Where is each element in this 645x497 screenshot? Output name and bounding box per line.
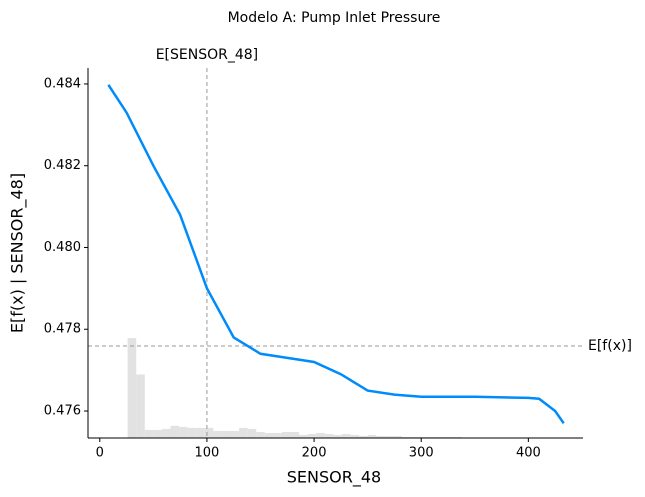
histogram-bar (444, 436, 454, 438)
histogram-bar (427, 436, 437, 438)
x-axis-label: SENSOR_48 (287, 468, 381, 488)
chart-title: Modelo A: Pump Inlet Pressure (228, 10, 441, 26)
reference-label: E[SENSOR_48] (156, 47, 258, 63)
histogram-bar (239, 427, 248, 438)
histogram-bar (359, 435, 368, 438)
histogram-bar (179, 426, 188, 438)
reference-label: E[f(x)] (588, 338, 632, 354)
histogram-bar (410, 436, 420, 438)
histogram-bar (384, 435, 394, 438)
histogram-bar (204, 427, 214, 438)
histogram-bar (230, 430, 240, 438)
y-tick-label: 0.482 (44, 158, 81, 173)
histogram-bar (247, 428, 257, 438)
histogram-bar (393, 435, 402, 438)
x-tick-label: 300 (409, 446, 434, 461)
histogram-bar (376, 435, 385, 438)
histogram-bar (316, 432, 325, 438)
histogram-bar (170, 425, 180, 438)
histogram-bar (144, 429, 154, 438)
histogram-bar (436, 436, 445, 438)
histogram-bar (290, 431, 300, 438)
histogram-bar (350, 434, 360, 438)
x-tick-label: 200 (302, 446, 327, 461)
histogram-bar (401, 436, 411, 438)
y-tick-label: 0.478 (44, 322, 81, 337)
y-axis-label: E[f(x) | SENSOR_48] (8, 173, 28, 333)
histogram-bar (153, 429, 162, 438)
histogram-bar (341, 433, 351, 438)
y-tick-label: 0.484 (44, 76, 81, 91)
histogram-bar (419, 436, 428, 438)
histogram-bar (127, 338, 137, 438)
histogram-bar (453, 436, 462, 438)
histogram-bar (213, 430, 222, 438)
x-tick-label: 100 (195, 446, 220, 461)
histogram-bar (256, 431, 265, 438)
histogram-bar (264, 432, 274, 438)
histogram-bar (367, 434, 377, 438)
histogram-bar (324, 433, 334, 438)
y-tick-label: 0.476 (44, 404, 81, 419)
y-tick-label: 0.480 (44, 240, 81, 255)
histogram-bar (161, 428, 171, 438)
histogram-bar (187, 427, 197, 438)
x-tick-label: 0 (96, 446, 104, 461)
histogram-bar (299, 434, 308, 438)
histogram-bar (196, 427, 205, 438)
histogram-bar (307, 433, 317, 438)
histogram-bar (136, 374, 145, 438)
histogram-bar (281, 431, 291, 438)
x-tick-label: 400 (516, 446, 541, 461)
histogram-bar (333, 434, 342, 438)
histogram-bar (221, 430, 231, 438)
line (107, 84, 565, 424)
histogram-bar (273, 432, 282, 438)
